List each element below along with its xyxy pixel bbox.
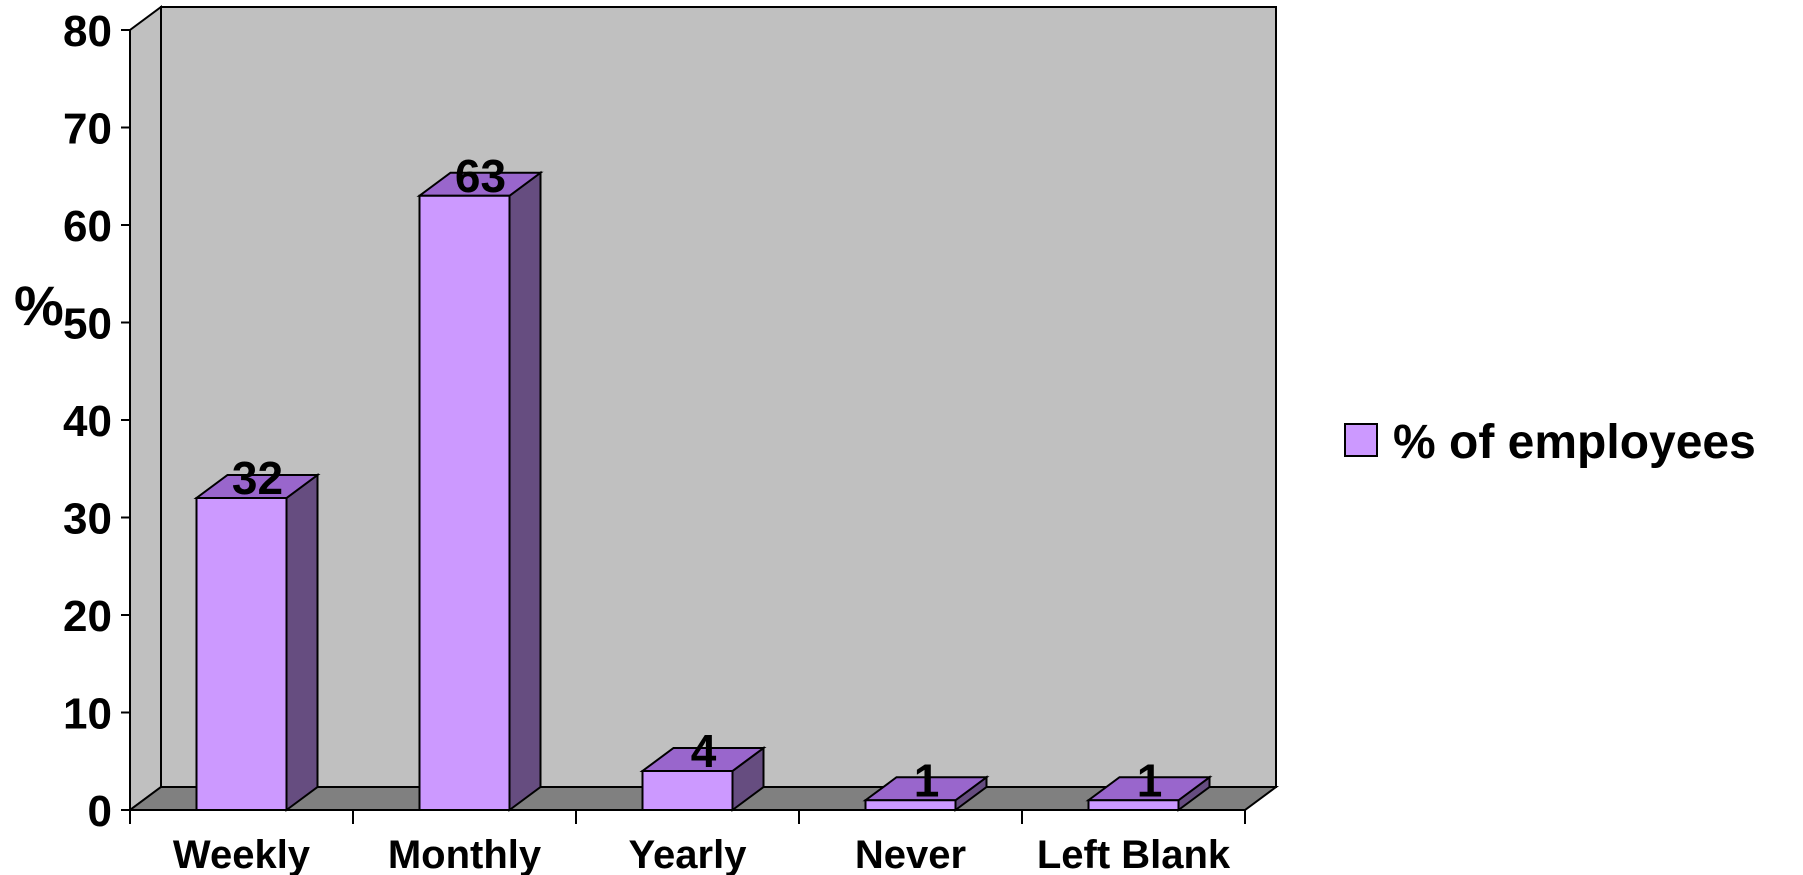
bar <box>639 746 767 812</box>
bar-side <box>508 170 542 812</box>
y-tick-label: 70 <box>63 105 112 154</box>
x-tick-label: Left Blank <box>1037 833 1231 875</box>
bars <box>193 170 1213 812</box>
legend: % of employees <box>1344 416 1756 469</box>
legend-swatch <box>1344 423 1378 457</box>
y-tick-label: 10 <box>63 690 112 739</box>
x-axis: Weekly Monthly Yearly Never Left Blank <box>129 809 1246 875</box>
y-tick-label: 40 <box>63 397 112 446</box>
x-tick-label: Weekly <box>173 833 311 875</box>
data-label: 1 <box>1137 754 1163 806</box>
bar <box>416 170 544 812</box>
y-tick-label: 0 <box>88 787 112 836</box>
back-wall <box>160 6 1277 788</box>
legend-label: % of employees <box>1393 416 1756 469</box>
x-tick-label: Never <box>855 833 966 875</box>
data-labels: 32 63 4 1 1 <box>232 150 1162 807</box>
bar <box>1085 775 1213 812</box>
bar-front <box>195 497 288 811</box>
y-tick-label: 60 <box>63 202 112 251</box>
bar-front <box>864 799 957 811</box>
x-tick-label: Monthly <box>388 833 542 875</box>
side-wall <box>129 5 162 812</box>
y-axis: 0 10 20 30 40 50 60 70 80 <box>63 7 131 836</box>
bar <box>862 775 990 812</box>
data-label: 32 <box>232 452 283 504</box>
bar <box>193 473 321 812</box>
y-tick-label: 20 <box>63 592 112 641</box>
x-tick-label: Yearly <box>629 833 748 875</box>
y-axis-label: % <box>14 274 64 337</box>
data-label: 63 <box>455 150 506 202</box>
bar-front <box>1087 799 1180 811</box>
bar-front <box>641 770 734 811</box>
y-tick-label: 30 <box>63 495 112 544</box>
y-tick-label: 50 <box>63 300 112 349</box>
bar-side <box>285 473 319 812</box>
bar-front <box>418 194 511 811</box>
data-label: 1 <box>914 754 940 806</box>
data-label: 4 <box>691 725 717 777</box>
y-tick-label: 80 <box>63 7 112 56</box>
